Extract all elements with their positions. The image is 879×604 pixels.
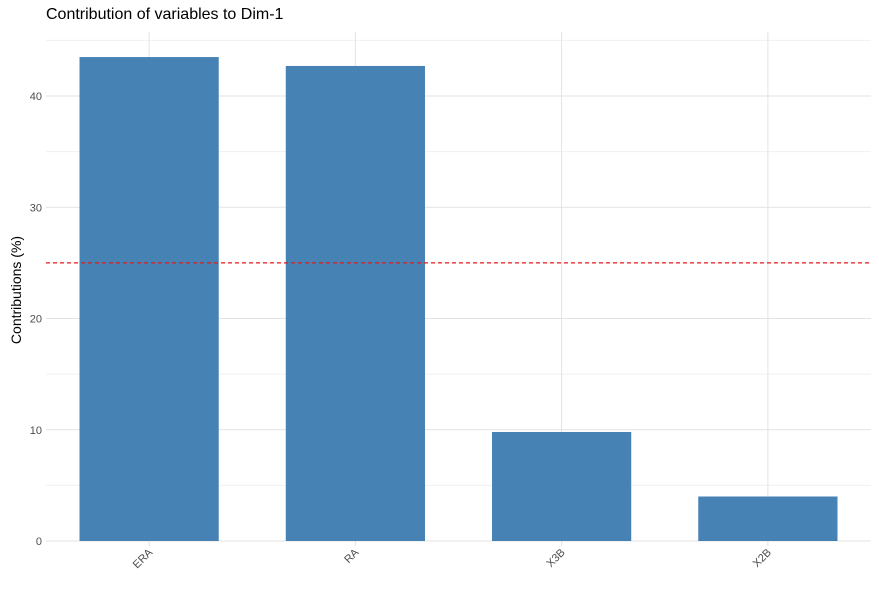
bars-layer [79, 57, 838, 542]
y-tick-label: 0 [36, 536, 42, 548]
bar-x2b [698, 496, 838, 541]
x-tick-label: X3B [545, 547, 568, 570]
y-tick-label: 30 [30, 202, 42, 214]
y-tick-label: 10 [30, 425, 42, 437]
x-tick-labels: ERA RA X3B X2B [131, 546, 774, 571]
x-tick-label: X2B [751, 547, 774, 570]
x-tick-label: ERA [131, 546, 156, 571]
y-tick-label: 20 [30, 314, 42, 326]
bar-x3b [492, 431, 632, 541]
y-tick-label: 40 [30, 91, 42, 103]
y-tick-labels: 0 10 20 30 40 [30, 91, 42, 548]
x-tick-label: RA [342, 546, 362, 566]
chart-title: Contribution of variables to Dim-1 [46, 6, 284, 23]
bar-era [79, 57, 219, 541]
bar-ra [285, 65, 425, 542]
